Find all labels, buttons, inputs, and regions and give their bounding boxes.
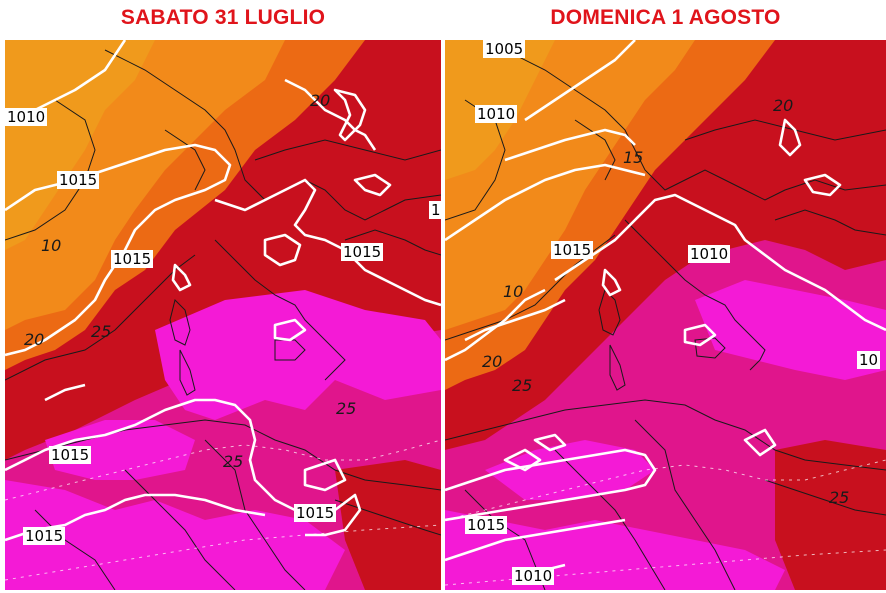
pressure-label: 1015: [341, 243, 384, 261]
temperature-label: 20: [482, 352, 503, 371]
pressure-label: 1015: [57, 171, 100, 189]
weather-map-saturday: 1010 1015 1015 1015 1015 1015 1015 1 20 …: [5, 40, 441, 590]
pressure-label: 1010: [512, 567, 555, 585]
temperature-label: 10: [41, 236, 62, 255]
temperature-label: 25: [91, 322, 112, 341]
weather-map-sunday-graphic: [445, 40, 886, 590]
temperature-label: 25: [829, 488, 850, 507]
pressure-label: 10: [857, 351, 881, 369]
panel-divider: [441, 40, 445, 593]
pressure-label: 1015: [465, 516, 508, 534]
map-title-saturday: SABATO 31 LUGLIO: [120, 6, 326, 29]
weather-map-sunday: 1005 1010 1015 1010 10 1015 1010 20 15 1…: [445, 40, 886, 590]
temperature-label: 10: [503, 282, 524, 301]
pressure-label: 1015: [49, 446, 92, 464]
temperature-label: 20: [773, 96, 794, 115]
pressure-label: 1015: [23, 527, 66, 545]
temperature-label: 25: [223, 452, 244, 471]
pressure-label: 1010: [688, 245, 731, 263]
temperature-label: 20: [24, 330, 45, 349]
temperature-label: 20: [310, 91, 331, 110]
pressure-label: 1010: [5, 108, 48, 126]
pressure-label: 1015: [294, 504, 337, 522]
temperature-label: 25: [512, 376, 533, 395]
pressure-label: 1: [429, 201, 441, 219]
temperature-label: 15: [623, 148, 644, 167]
pressure-label: 1005: [483, 40, 526, 58]
pressure-label: 1015: [111, 250, 154, 268]
pressure-label: 1010: [475, 105, 518, 123]
temperature-label: 25: [336, 399, 357, 418]
weather-map-saturday-graphic: [5, 40, 441, 590]
pressure-label: 1015: [551, 241, 594, 259]
map-title-sunday: DOMENICA 1 AGOSTO: [550, 6, 781, 29]
